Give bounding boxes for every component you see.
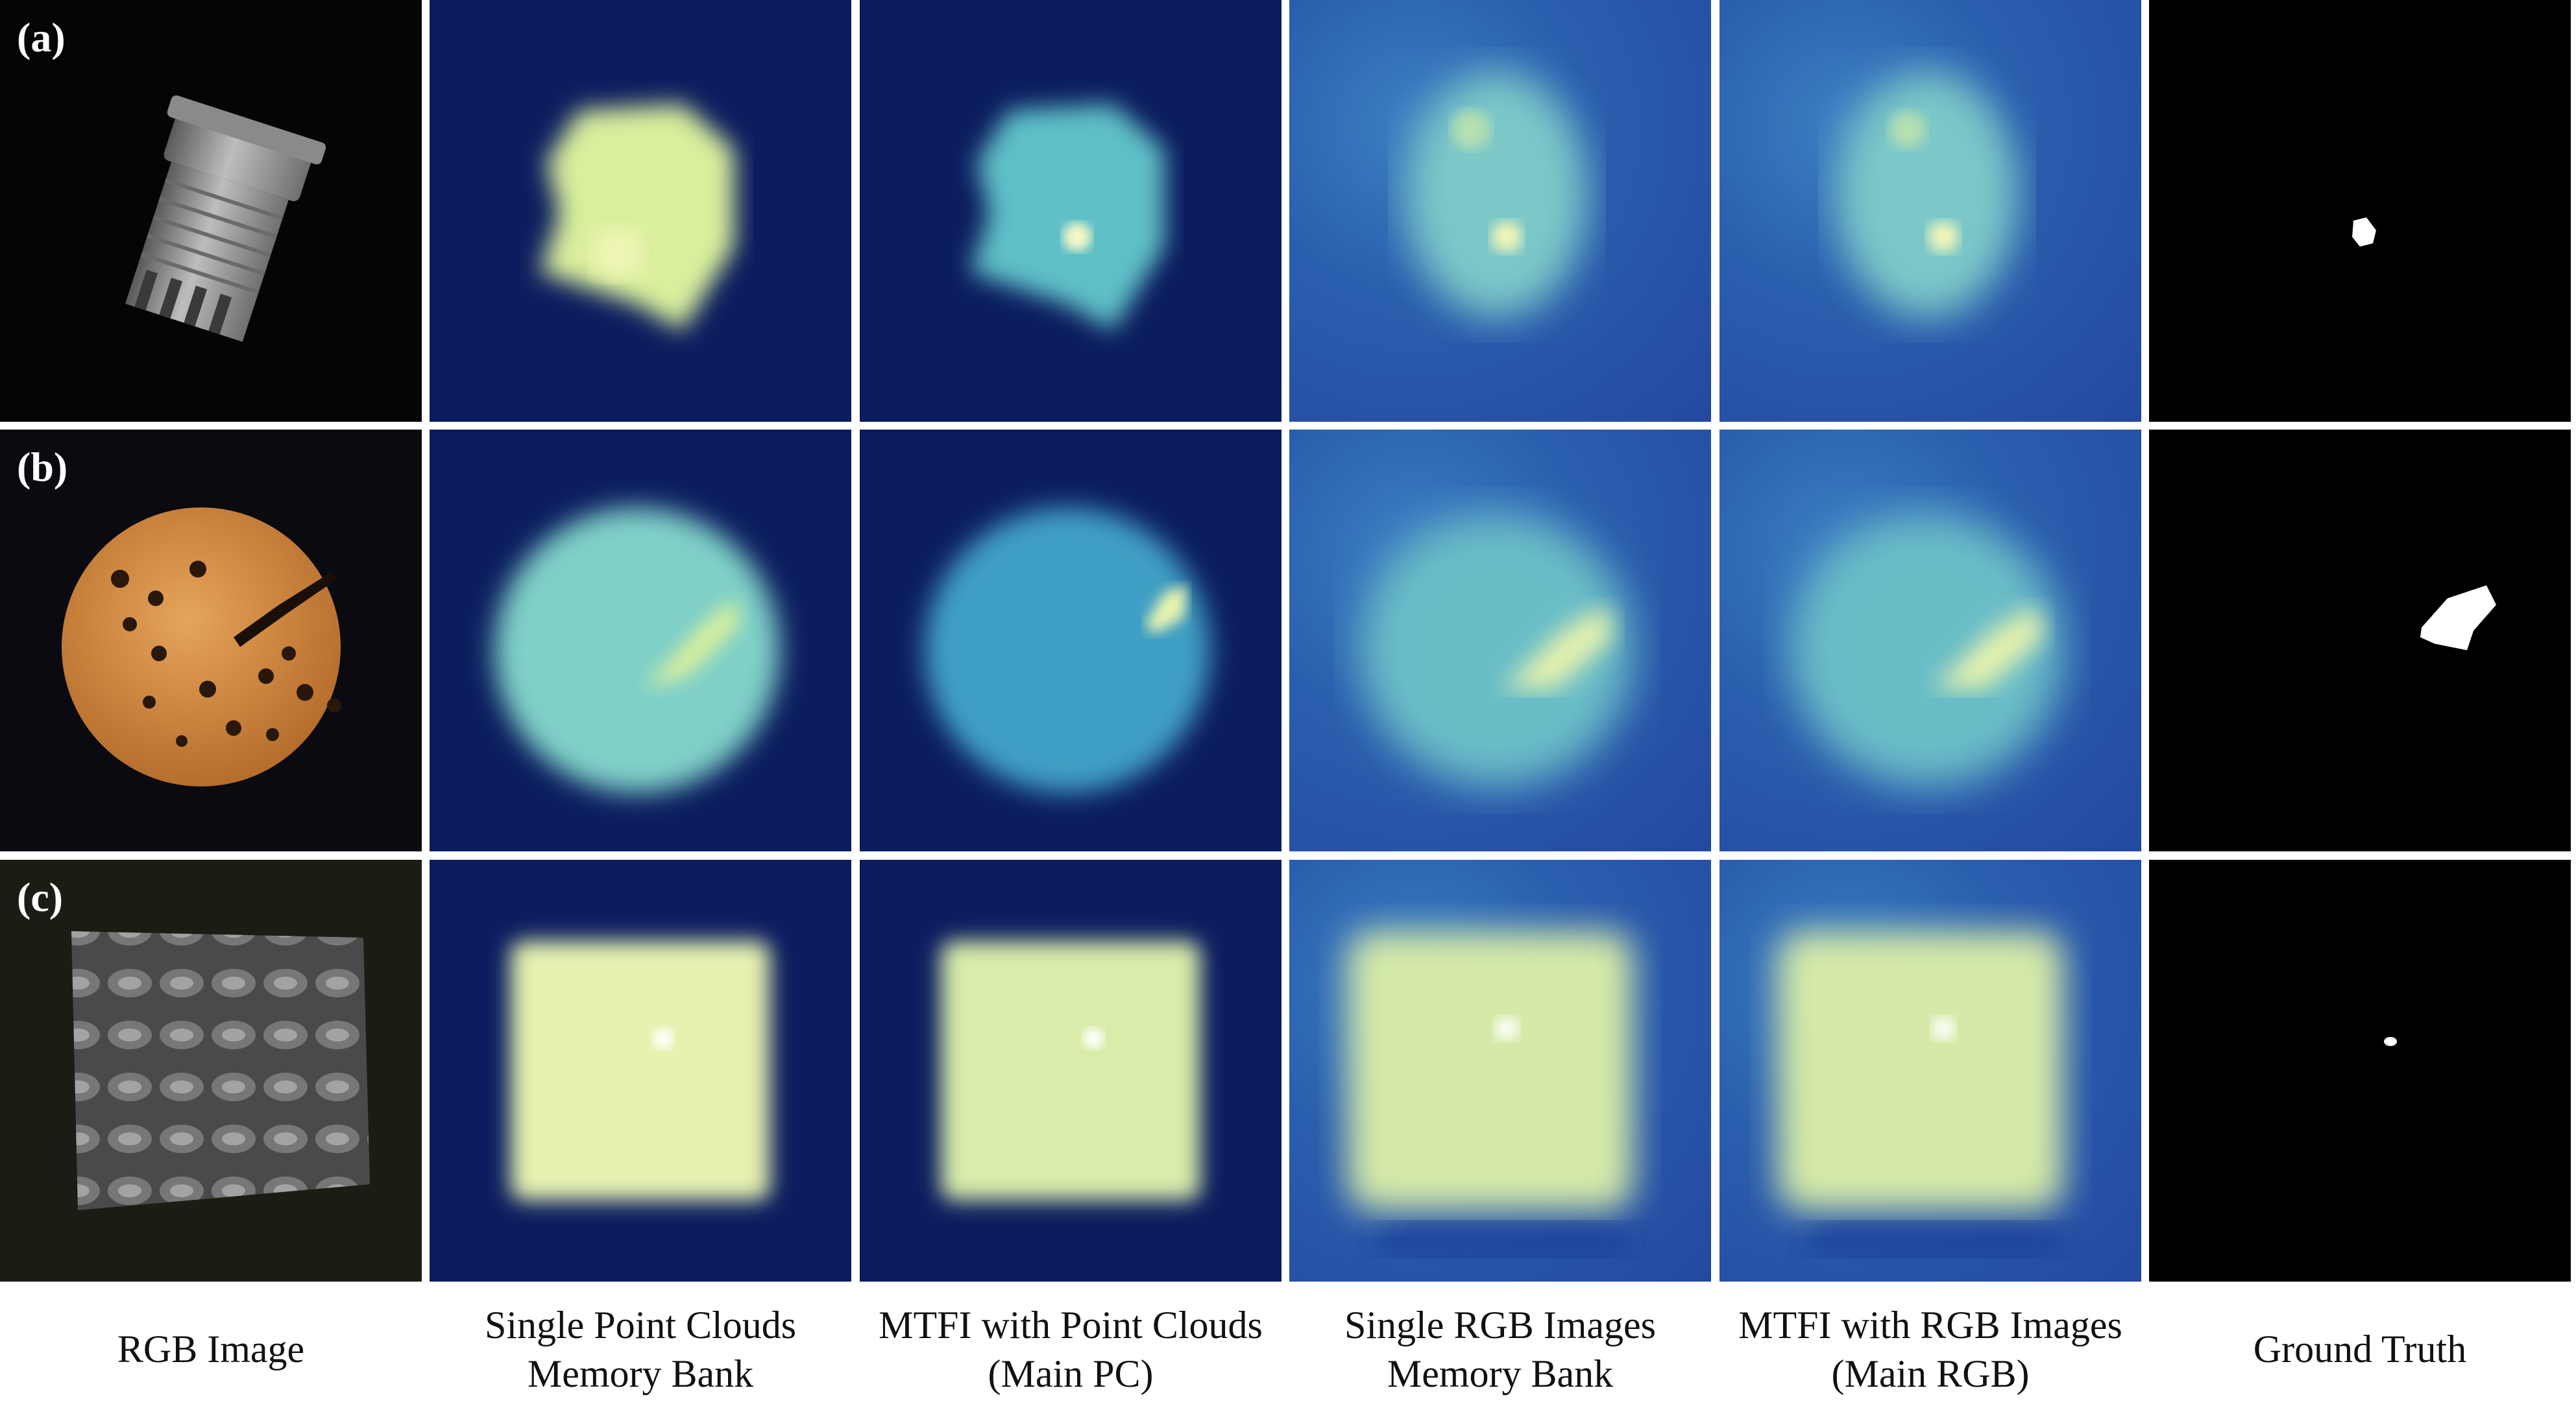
row-a-single-rgb-heatmap (1289, 0, 1711, 422)
heatmap (1348, 931, 1633, 1256)
row-a-mtfi-pc-heatmap (860, 0, 1282, 422)
caption-mtfi-rgb-images: MTFI with RGB Images (Main RGB) (1719, 1298, 2141, 1401)
plastic-plug-photo (125, 95, 326, 342)
row-b-single-rgb-heatmap (1289, 430, 1711, 851)
cookie-photo (62, 507, 341, 786)
row-b-ground-truth-mask (2149, 430, 2571, 851)
row-c-ground-truth-mask (2149, 860, 2571, 1282)
row-a-single-pc-heatmap (430, 0, 851, 422)
caption-single-rgb-images: Single RGB Images Memory Bank (1289, 1298, 1711, 1401)
row-b-mtfi-rgb-heatmap (1719, 430, 2141, 851)
mask (2384, 1037, 2397, 1046)
caption-line-2: (Main PC) (988, 1352, 1154, 1395)
figure-grid: (a) (0, 0, 2571, 1282)
heatmap (1778, 931, 2063, 1256)
caption-line-1: RGB Image (117, 1328, 305, 1371)
caption-line-2: (Main RGB) (1831, 1352, 2030, 1395)
row-b-mtfi-pc-heatmap (860, 430, 1282, 851)
heatmap (494, 507, 780, 793)
row-label-b: (b) (17, 444, 68, 490)
row-c-rgb-image: (c) (0, 860, 422, 1282)
caption-single-point-clouds: Single Point Clouds Memory Bank (430, 1298, 851, 1401)
heatmap (1791, 514, 2063, 786)
caption-line-1: Single RGB Images (1344, 1303, 1656, 1346)
caption-line-1: MTFI with RGB Images (1738, 1303, 2122, 1346)
mask (2352, 217, 2376, 247)
row-b-rgb-image: (b) (0, 430, 422, 851)
caption-rgb-image: RGB Image (0, 1298, 422, 1401)
heatmap (1836, 71, 2018, 318)
caption-line-1: MTFI with Point Clouds (879, 1303, 1263, 1346)
row-b-single-pc-heatmap (430, 430, 851, 851)
heatmap (511, 941, 770, 1200)
row-c-single-rgb-heatmap (1289, 860, 1711, 1282)
row-a-ground-truth-mask (2149, 0, 2571, 422)
caption-mtfi-point-clouds: MTFI with Point Clouds (Main PC) (860, 1298, 1282, 1401)
heatmap (1361, 514, 1633, 786)
caption-line-1: Ground Truth (2253, 1328, 2467, 1371)
mask (2420, 585, 2496, 650)
row-a-mtfi-rgb-heatmap (1719, 0, 2141, 422)
row-c-mtfi-pc-heatmap (860, 860, 1282, 1282)
row-label-a: (a) (17, 14, 66, 60)
foam-photo (71, 931, 370, 1210)
heatmap (970, 104, 1165, 331)
caption-ground-truth: Ground Truth (2149, 1298, 2571, 1401)
heatmap (540, 104, 735, 331)
row-c-mtfi-rgb-heatmap (1719, 860, 2141, 1282)
caption-line-1: Single Point Clouds (484, 1303, 797, 1346)
heatmap (925, 507, 1210, 793)
row-a-rgb-image: (a) (0, 0, 422, 422)
caption-line-2: Memory Bank (1387, 1352, 1614, 1395)
row-c-single-pc-heatmap (430, 860, 851, 1282)
heatmap (941, 941, 1200, 1200)
row-label-c: (c) (17, 874, 64, 920)
caption-line-2: Memory Bank (527, 1352, 754, 1395)
heatmap (1406, 71, 1588, 318)
